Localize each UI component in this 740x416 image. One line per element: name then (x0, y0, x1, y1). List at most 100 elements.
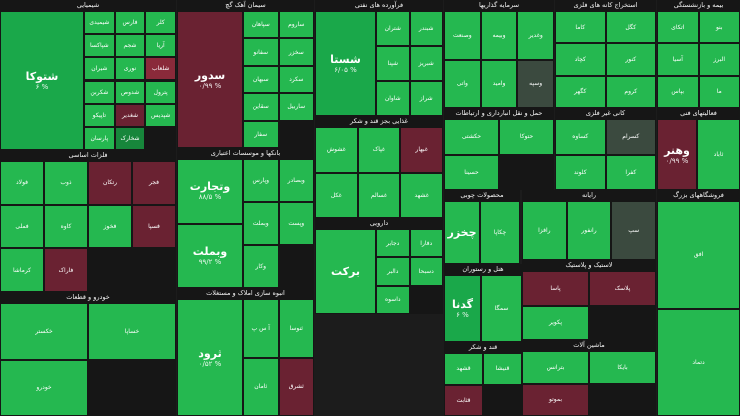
stock-cell[interactable]: فملی (0, 204, 44, 249)
stock-cell[interactable]: فسپا (132, 204, 176, 249)
stock-cell[interactable]: وبیمه (480, 11, 518, 60)
stock-cell[interactable]: کلوند (555, 154, 606, 190)
stock-cell[interactable]: شبندر (409, 11, 443, 46)
stock-cell[interactable]: رتکان (88, 161, 132, 205)
stock-cell[interactable]: پاسا (522, 271, 589, 306)
stock-cell[interactable]: بترانس (522, 351, 589, 384)
stock-cell[interactable]: ساربیل (278, 93, 314, 121)
stock-cell[interactable]: غشوش (315, 127, 358, 173)
stock-cell[interactable]: اتکای (657, 11, 699, 44)
stock-cell[interactable]: بپاس (657, 75, 699, 108)
stock-cell[interactable]: پلاسک (589, 271, 656, 306)
stock-cell[interactable]: شخارک (114, 126, 146, 150)
stock-cell[interactable]: فخوز (88, 204, 132, 249)
stock-cell[interactable]: قثابت (444, 384, 483, 416)
stock-cell[interactable]: سدور ۰/۹۹ % (177, 11, 243, 148)
stock-cell[interactable]: سقاین (243, 93, 279, 121)
stock-cell[interactable]: خودرو (0, 359, 88, 416)
stock-cell[interactable]: غبهار (400, 127, 443, 173)
stock-cell[interactable]: غشهد (400, 172, 443, 218)
stock-cell[interactable]: حسینا (444, 154, 499, 190)
stock-cell[interactable]: وبصادر (278, 159, 314, 202)
stock-cell[interactable]: افق (657, 201, 740, 309)
stock-cell[interactable]: کلر (145, 11, 176, 35)
stock-cell[interactable]: شستا ۶/۰۵ % (315, 11, 376, 116)
stock-cell[interactable]: وهنر ۰/۹۹ % (657, 119, 697, 190)
stock-cell[interactable]: شتران (376, 11, 410, 46)
stock-cell[interactable]: سپاهان (243, 11, 279, 39)
stock-cell[interactable]: فارس (114, 11, 146, 35)
stock-cell[interactable]: وکار (243, 245, 279, 288)
stock-cell[interactable]: چکاپا (480, 201, 520, 264)
stock-cell[interactable]: ثنوسا (278, 299, 314, 358)
stock-cell[interactable]: ثامان (243, 357, 279, 416)
stock-cell[interactable]: شپنا (376, 46, 410, 81)
stock-cell[interactable]: وسپه (517, 59, 554, 108)
stock-cell[interactable]: کرماشا (0, 248, 44, 292)
stock-cell[interactable]: پکویر (522, 305, 589, 340)
stock-cell[interactable]: وپست (278, 202, 314, 245)
stock-cell[interactable]: وبملت (243, 202, 279, 245)
stock-cell[interactable]: داسوه (376, 285, 410, 314)
stock-cell[interactable]: آ س پ (243, 299, 279, 358)
stock-cell[interactable]: وامید (480, 59, 518, 108)
stock-cell[interactable]: وپارس (243, 159, 279, 202)
stock-cell[interactable]: سفانو (243, 38, 279, 66)
stock-cell[interactable]: تاپیکو (84, 103, 115, 127)
stock-cell[interactable]: قنیشا (483, 353, 522, 385)
stock-cell[interactable]: وبملت ۹۹/۲ % (177, 223, 243, 288)
stock-cell[interactable]: واتی (444, 59, 481, 108)
stock-cell[interactable]: وغدیر (517, 11, 554, 60)
stock-cell[interactable]: پارسان (84, 126, 115, 150)
stock-cell[interactable]: البرز (698, 43, 740, 76)
stock-cell[interactable]: شلعاب (145, 57, 176, 81)
stock-cell[interactable]: ما (698, 75, 740, 108)
stock-cell[interactable]: دالبر (376, 257, 410, 286)
stock-cell[interactable]: کنور (605, 43, 656, 76)
stock-cell[interactable]: ذوب (44, 161, 88, 205)
stock-cell[interactable]: رافزا (522, 201, 567, 260)
stock-cell[interactable]: شیران (84, 57, 115, 81)
stock-cell[interactable]: شبریز (409, 46, 443, 81)
stock-cell[interactable]: دسبحا (409, 257, 443, 286)
stock-cell[interactable]: کگهر (555, 75, 606, 108)
stock-cell[interactable]: رانفور (566, 201, 612, 260)
stock-cell[interactable]: ثرود ۰/۵۲ % (177, 299, 243, 416)
stock-cell[interactable]: قشهد (444, 353, 483, 385)
stock-cell[interactable]: ساروم (278, 11, 314, 39)
stock-cell[interactable]: غسالم (357, 172, 401, 218)
stock-cell[interactable]: کروم (605, 75, 656, 108)
stock-cell[interactable]: دجابر (376, 229, 410, 258)
stock-cell[interactable]: گدنا ۶ % (444, 275, 481, 342)
stock-cell[interactable]: سبهان (243, 65, 279, 94)
stock-cell[interactable]: شغدیر (114, 103, 146, 127)
stock-cell[interactable]: حتوکا (499, 119, 554, 155)
stock-cell[interactable]: ثاباد (697, 119, 740, 190)
stock-cell[interactable]: شتوکا ۶ % (0, 11, 84, 150)
stock-cell[interactable]: شیمیدی (84, 11, 115, 35)
stock-cell[interactable]: کاوه (44, 204, 88, 249)
stock-cell[interactable]: غپاک (357, 127, 401, 173)
stock-cell[interactable]: کسرام (605, 119, 656, 155)
stock-cell[interactable]: سمگا (481, 275, 522, 342)
stock-cell[interactable]: کاما (555, 11, 606, 44)
stock-cell[interactable]: سخزر (278, 38, 314, 66)
stock-cell[interactable]: نوری (114, 57, 146, 81)
stock-cell[interactable]: برکت (315, 229, 376, 314)
stock-cell[interactable]: دفارا (409, 229, 443, 258)
stock-cell[interactable]: آریا (145, 34, 176, 58)
stock-cell[interactable]: شکربن (84, 80, 115, 104)
stock-cell[interactable]: فجر (132, 161, 176, 205)
stock-cell[interactable]: حکشتی (444, 119, 499, 155)
stock-cell[interactable]: خکستر (0, 303, 88, 360)
stock-cell[interactable]: چخزر (444, 201, 480, 264)
stock-cell[interactable]: شجم (114, 34, 146, 58)
stock-cell[interactable]: شدوص (114, 80, 146, 104)
stock-cell[interactable]: سکرد (278, 65, 314, 94)
stock-cell[interactable]: آسیا (657, 43, 699, 76)
stock-cell[interactable]: فاراک (44, 248, 88, 292)
stock-cell[interactable]: فولاد (0, 161, 44, 205)
stock-cell[interactable]: وصنعت (444, 11, 481, 60)
stock-cell[interactable]: بموتو (522, 383, 589, 416)
stock-cell[interactable]: کفرا (605, 154, 656, 190)
